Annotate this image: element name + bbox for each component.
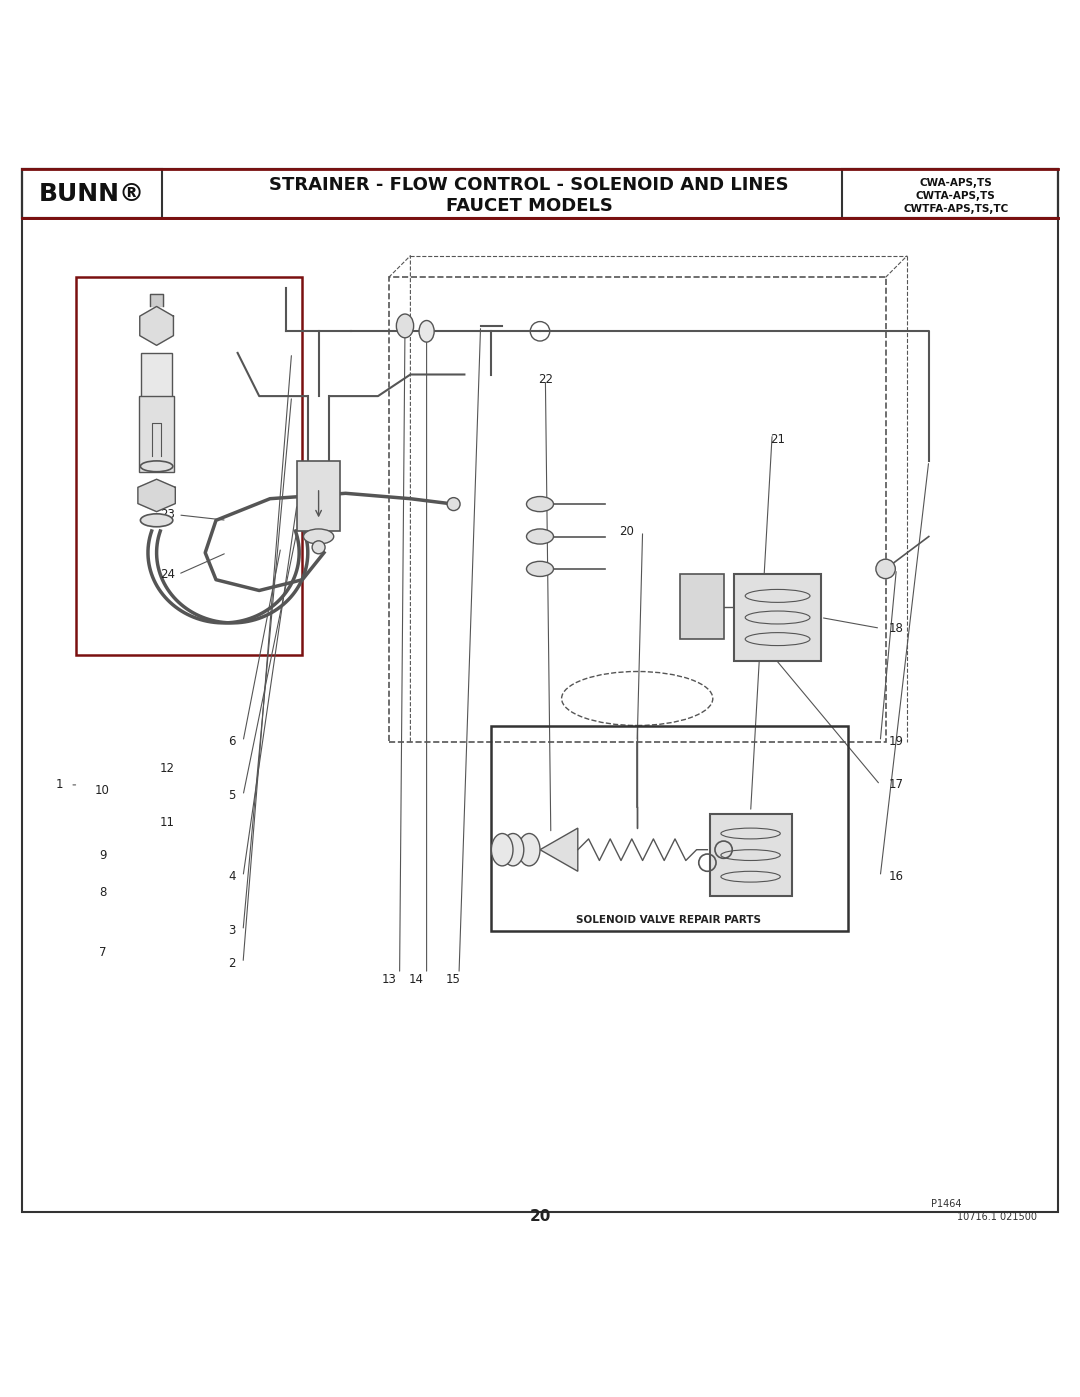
Polygon shape (138, 479, 175, 511)
Text: 3: 3 (229, 925, 235, 937)
Ellipse shape (491, 834, 513, 866)
Text: 12: 12 (160, 763, 175, 775)
Text: 20: 20 (529, 1210, 551, 1224)
Text: 13: 13 (381, 972, 396, 986)
Ellipse shape (527, 496, 554, 511)
Text: 10716.1 021500: 10716.1 021500 (957, 1213, 1037, 1222)
Ellipse shape (518, 834, 540, 866)
Ellipse shape (419, 320, 434, 342)
Polygon shape (139, 306, 174, 345)
Text: STRAINER - FLOW CONTROL - SOLENOID AND LINES: STRAINER - FLOW CONTROL - SOLENOID AND L… (269, 176, 789, 194)
Ellipse shape (140, 514, 173, 527)
Text: 17: 17 (889, 778, 904, 791)
Text: 8: 8 (99, 887, 106, 900)
Text: 18: 18 (889, 622, 904, 634)
Ellipse shape (312, 541, 325, 553)
Text: 24: 24 (160, 567, 175, 581)
Text: 10: 10 (95, 784, 110, 796)
Text: 21: 21 (770, 433, 785, 446)
Text: 2: 2 (229, 957, 235, 970)
Text: FAUCET MODELS: FAUCET MODELS (446, 197, 612, 215)
Bar (141, 353, 172, 418)
Bar (491, 725, 848, 930)
Text: 22: 22 (538, 373, 553, 387)
Text: 14: 14 (408, 972, 423, 986)
Text: BUNN®: BUNN® (39, 182, 145, 205)
Ellipse shape (447, 497, 460, 510)
Text: P1464: P1464 (931, 1199, 961, 1208)
Bar (734, 574, 821, 661)
Text: 20: 20 (619, 525, 634, 538)
Bar (297, 461, 340, 531)
Text: 5: 5 (229, 789, 235, 802)
Bar (842, 169, 1058, 218)
Bar (389, 277, 886, 742)
Text: 9: 9 (99, 848, 106, 862)
Text: 1: 1 (56, 778, 63, 791)
Text: 23: 23 (160, 509, 175, 521)
Text: 6: 6 (229, 735, 235, 749)
Ellipse shape (396, 314, 414, 338)
Ellipse shape (527, 529, 554, 543)
Text: 7: 7 (99, 946, 106, 958)
Text: 19: 19 (889, 735, 904, 749)
Polygon shape (540, 828, 578, 872)
Bar (22, 169, 1058, 218)
Text: 15: 15 (446, 972, 461, 986)
Ellipse shape (502, 834, 524, 866)
Text: 11: 11 (160, 816, 175, 830)
Text: 4: 4 (229, 870, 235, 883)
Bar (22, 169, 162, 218)
Ellipse shape (527, 562, 554, 577)
Text: 16: 16 (889, 870, 904, 883)
Ellipse shape (303, 529, 334, 543)
Ellipse shape (876, 559, 895, 578)
Text: CWTA-APS,TS: CWTA-APS,TS (916, 191, 996, 201)
Bar (150, 293, 163, 306)
Bar (76, 277, 302, 655)
Bar (680, 574, 724, 638)
Text: CWA-APS,TS: CWA-APS,TS (919, 179, 993, 189)
Bar (139, 397, 174, 472)
Text: CWTFA-APS,TS,TC: CWTFA-APS,TS,TC (903, 204, 1009, 214)
Bar (710, 814, 792, 895)
Text: SOLENOID VALVE REPAIR PARTS: SOLENOID VALVE REPAIR PARTS (576, 915, 760, 925)
